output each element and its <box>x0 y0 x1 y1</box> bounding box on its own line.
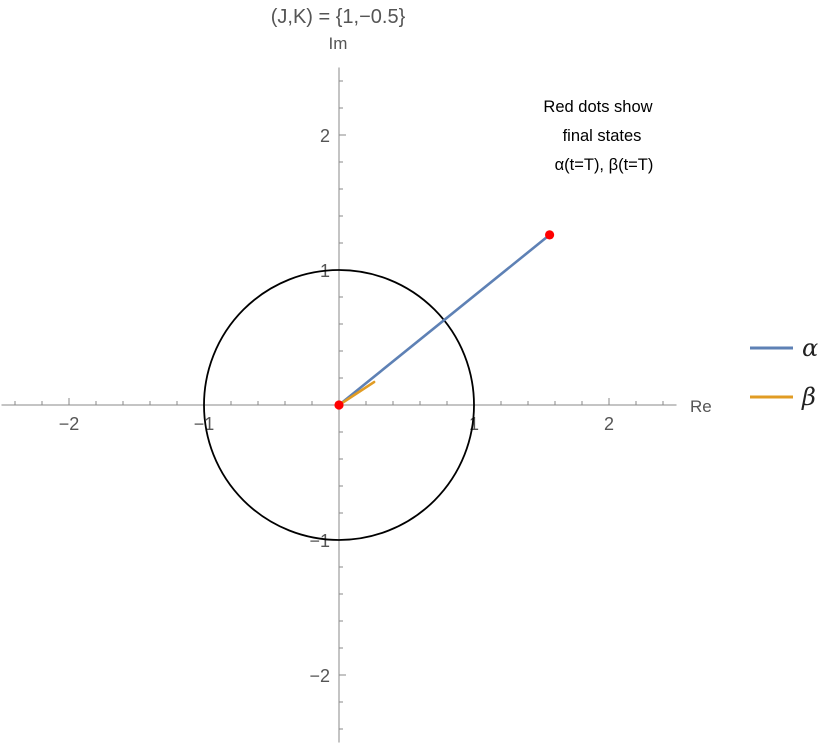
series-line-alpha <box>337 233 551 407</box>
x-tick-label: 1 <box>469 414 479 434</box>
x-axis-label: Re <box>690 397 712 416</box>
legend-label-beta: β <box>801 383 816 411</box>
y-tick-label: −1 <box>309 531 330 551</box>
x-tick-label: −2 <box>59 414 80 434</box>
x-tick-label: −1 <box>194 414 215 434</box>
final-points-layer <box>334 230 555 410</box>
annotation-line-3: α(t=T), β(t=T) <box>555 156 654 174</box>
series-layer <box>337 233 551 407</box>
legend-label-alpha: α <box>802 334 818 362</box>
annotation-line-1: Red dots show <box>543 98 652 116</box>
legend: α β <box>750 334 818 411</box>
y-tick-label: −2 <box>309 666 330 686</box>
final-point-beta <box>334 400 344 410</box>
y-axis-label: Im <box>329 34 348 53</box>
annotation-line-2: final states <box>563 127 642 145</box>
series-line-beta <box>337 380 376 407</box>
unit-circle <box>203 269 475 541</box>
y-tick-label: 2 <box>320 126 330 146</box>
final-point-alpha <box>545 230 555 240</box>
chart-title: (J,K) = {1,−0.5} <box>271 6 406 28</box>
annotation: Red dots show final states α(t=T), β(t=T… <box>543 98 653 174</box>
x-tick-label: 2 <box>604 414 614 434</box>
